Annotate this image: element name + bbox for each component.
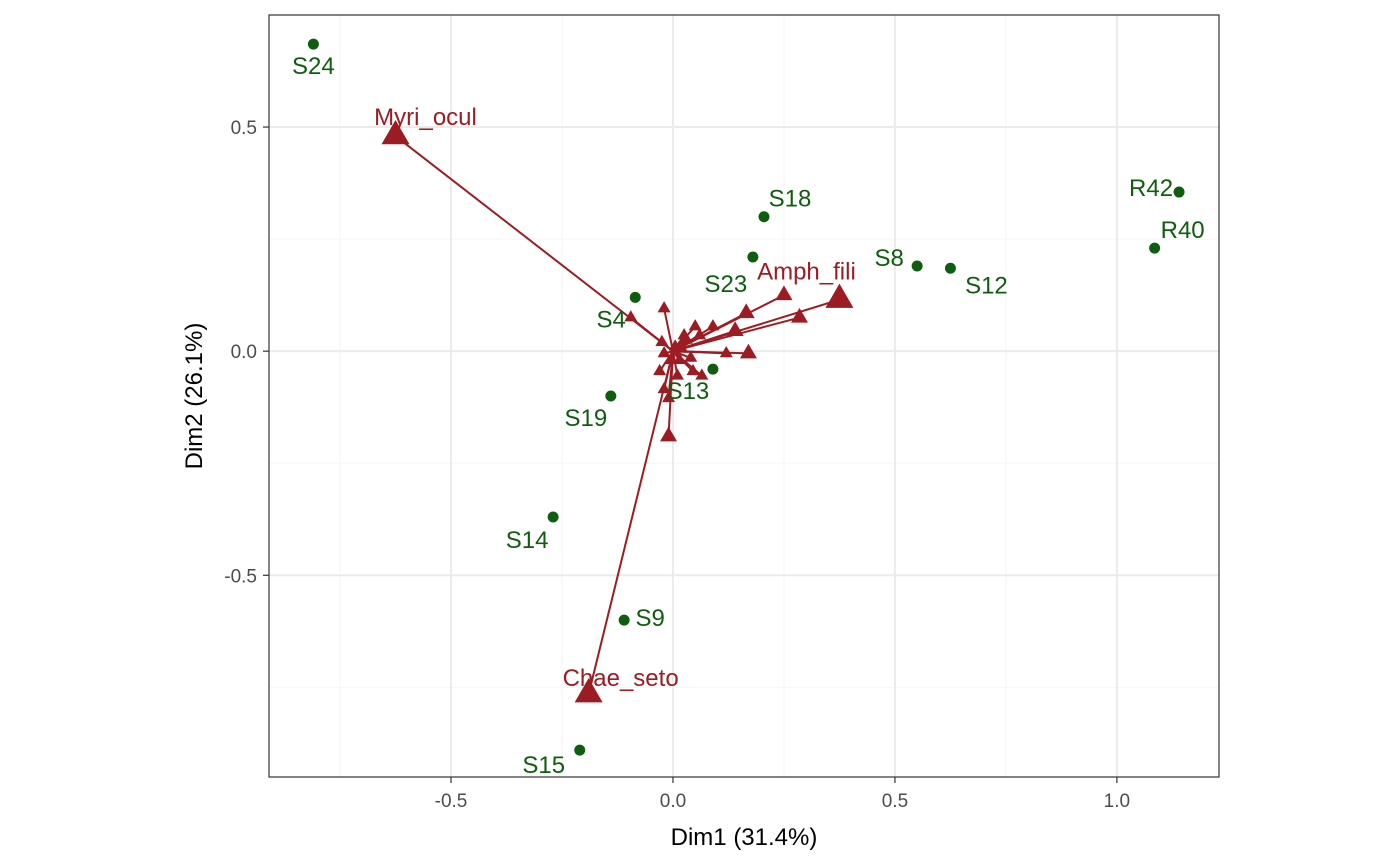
site-label: S24 (292, 53, 335, 80)
species-marker (737, 303, 755, 319)
species-marker (726, 321, 744, 337)
x-tick-label: -0.5 (435, 791, 468, 812)
site-label: S12 (965, 272, 1008, 299)
site-point (758, 211, 770, 223)
site-label: S9 (635, 605, 664, 632)
species-marker (657, 345, 671, 358)
site-label: S4 (597, 306, 626, 333)
site-point (605, 390, 617, 402)
site-label: R42 (1129, 175, 1173, 202)
y-tick-label: 0.0 (231, 342, 257, 363)
species-marker (574, 678, 603, 703)
species-marker (624, 310, 638, 322)
axes: -0.5 0.0 0.5 1.0 -0.5 0.0 0.5 (224, 118, 1130, 812)
site-label: S19 (564, 405, 607, 432)
site-label: R40 (1161, 217, 1205, 244)
species-label: Chae_seto (563, 665, 679, 692)
species-marker (739, 343, 757, 359)
species-marker (657, 381, 671, 394)
site-label: S8 (874, 245, 903, 272)
species-label: Myri_ocul (374, 104, 477, 131)
site-label: S14 (506, 527, 549, 554)
x-tick-label: 0.0 (660, 791, 686, 812)
species-marker (662, 390, 676, 403)
species-arrow (663, 308, 674, 352)
species-marker (790, 307, 808, 323)
point-labels: S24 S18 S23 S8 S12 R42 R40 S4 S13 S19 S14 S9 S15 Myri… (292, 53, 1205, 779)
species-marker (673, 352, 687, 364)
species-marker (677, 328, 691, 340)
site-point (547, 511, 559, 523)
species-marker (657, 301, 671, 313)
site-point (629, 291, 641, 303)
species-marker (688, 319, 702, 331)
species-arrow (587, 350, 674, 695)
site-label: S18 (769, 186, 812, 213)
panel-border (268, 14, 1220, 778)
site-point (707, 363, 719, 375)
species-marker (684, 350, 698, 362)
y-tick-label: 0.5 (231, 118, 257, 139)
site-point (944, 262, 956, 274)
species-marker (686, 363, 700, 376)
species-markers (381, 120, 854, 703)
species-marker (660, 426, 678, 442)
site-point (307, 38, 319, 50)
species-marker (706, 319, 720, 331)
site-point (747, 251, 759, 263)
species-arrow (394, 135, 674, 352)
site-label: S13 (667, 378, 710, 405)
species-marker (655, 334, 669, 347)
site-point (574, 744, 586, 756)
species-marker (381, 120, 410, 145)
site-point (1149, 242, 1161, 254)
site-points (307, 38, 1185, 756)
site-label: S15 (522, 752, 565, 779)
x-tick-label: 0.5 (882, 791, 908, 812)
site-point (618, 614, 630, 626)
species-marker (825, 283, 854, 308)
species-marker (675, 341, 689, 353)
species-label: Amph_fili (757, 259, 856, 286)
species-marker (719, 345, 733, 358)
site-label: S23 (705, 271, 748, 298)
x-tick-label: 1.0 (1104, 791, 1130, 812)
grid-lines (269, 15, 1219, 777)
y-axis-title: Dim2 (26.1%) (181, 323, 208, 470)
species-marker (664, 352, 678, 364)
species-marker (695, 368, 709, 380)
species-marker (693, 328, 707, 340)
site-point (1173, 186, 1185, 198)
species-marker (670, 368, 684, 380)
site-point (911, 260, 923, 272)
y-tick-label: -0.5 (224, 566, 257, 587)
species-marker (775, 285, 793, 301)
species-arrows (394, 135, 840, 695)
species-marker (653, 363, 667, 376)
x-axis-title: Dim1 (31.4%) (671, 824, 818, 851)
